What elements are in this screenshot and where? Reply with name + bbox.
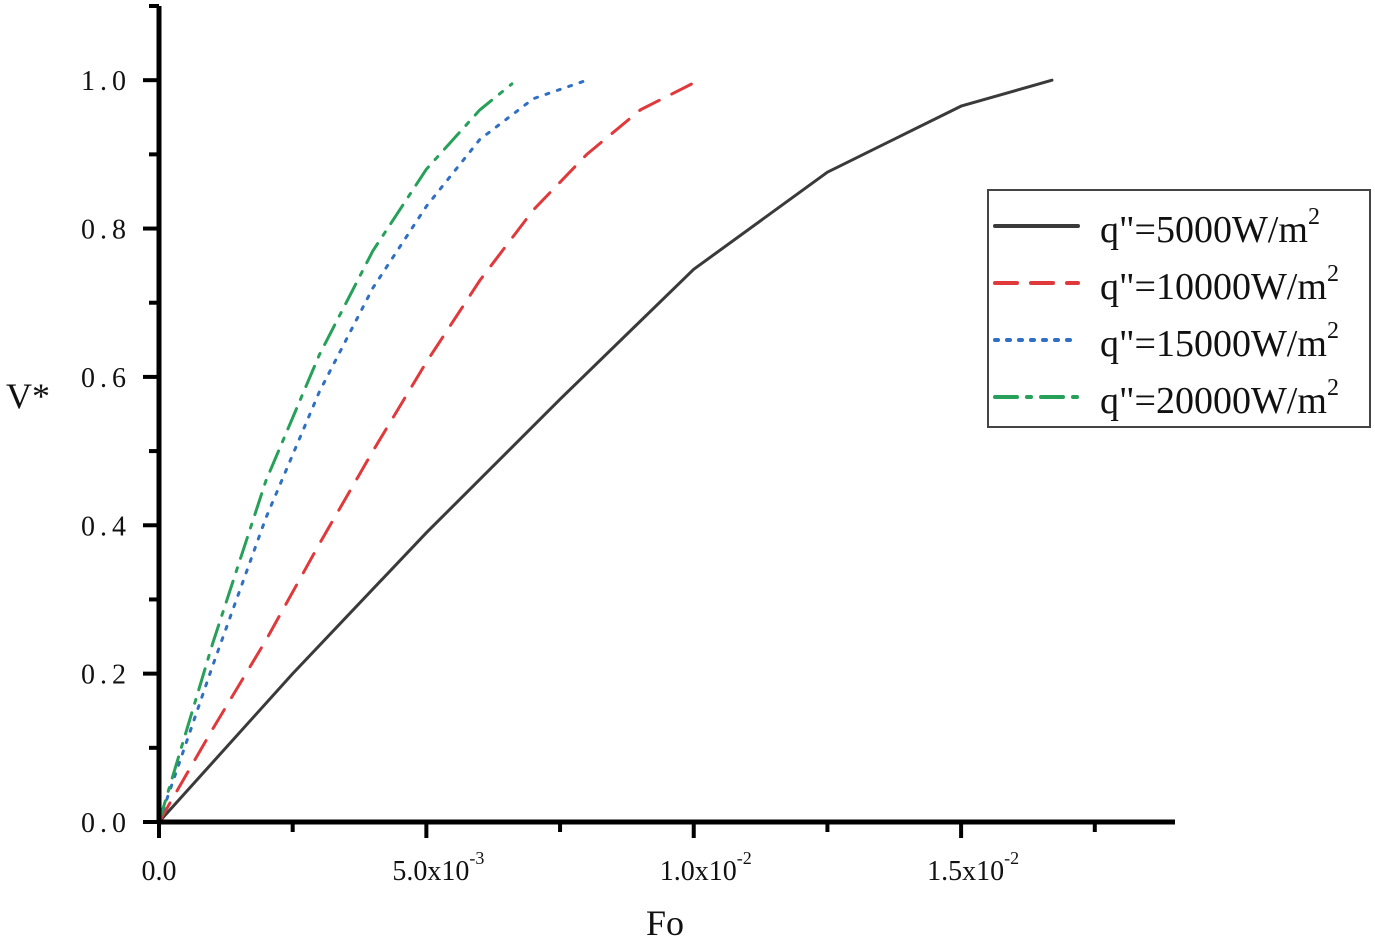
x-tick-label: 1.5x10-2 — [927, 848, 1019, 887]
legend-label-superscript: 2 — [1308, 204, 1320, 230]
y-tick-label: 0.4 — [81, 511, 131, 542]
x-tick-label: 0.0 — [142, 856, 177, 887]
legend-box — [987, 189, 1371, 428]
series-line-4 — [157, 82, 514, 824]
legend-label-text: q"=10000W/m — [1100, 266, 1327, 308]
x-tick-label-base: 1.0x10 — [660, 856, 737, 887]
legend-label-text: q"=20000W/m — [1100, 380, 1327, 422]
legend-label-4: q"=20000W/m2 — [1100, 375, 1339, 422]
x-tick-label: 1.0x10-2 — [660, 848, 752, 887]
legend-label-superscript: 2 — [1327, 318, 1339, 344]
x-tick-label-base: 0.0 — [142, 856, 177, 887]
legend-label-text: q"=5000W/m — [1100, 209, 1308, 251]
x-tick-label-base: 5.0x10 — [392, 856, 469, 887]
y-tick-label: 0.2 — [81, 660, 131, 691]
legend-label-3: q"=15000W/m2 — [1100, 318, 1339, 365]
x-axis-label: Fo — [646, 903, 684, 942]
legend-label-superscript: 2 — [1327, 375, 1339, 401]
x-tick-label-base: 1.5x10 — [927, 856, 1004, 887]
series-line-1 — [157, 78, 1054, 824]
y-axis-label: V* — [6, 376, 50, 416]
legend-label-1: q"=5000W/m2 — [1100, 204, 1320, 251]
legend-label-superscript: 2 — [1327, 261, 1339, 287]
y-tick-label: 0.6 — [81, 363, 131, 394]
y-tick-label: 0.8 — [81, 215, 131, 246]
legend-label-text: q"=15000W/m — [1100, 323, 1327, 365]
y-tick-label: 0.0 — [81, 808, 131, 839]
x-tick-label: 5.0x10-3 — [392, 848, 484, 887]
series-line-3 — [157, 78, 589, 824]
legend-label-2: q"=10000W/m2 — [1100, 261, 1339, 308]
x-tick-exponent: -3 — [469, 848, 484, 868]
series-line-2 — [157, 78, 701, 824]
x-tick-exponent: -2 — [1004, 848, 1019, 868]
x-tick-exponent: -2 — [737, 848, 752, 868]
y-tick-label: 1.0 — [81, 66, 131, 97]
